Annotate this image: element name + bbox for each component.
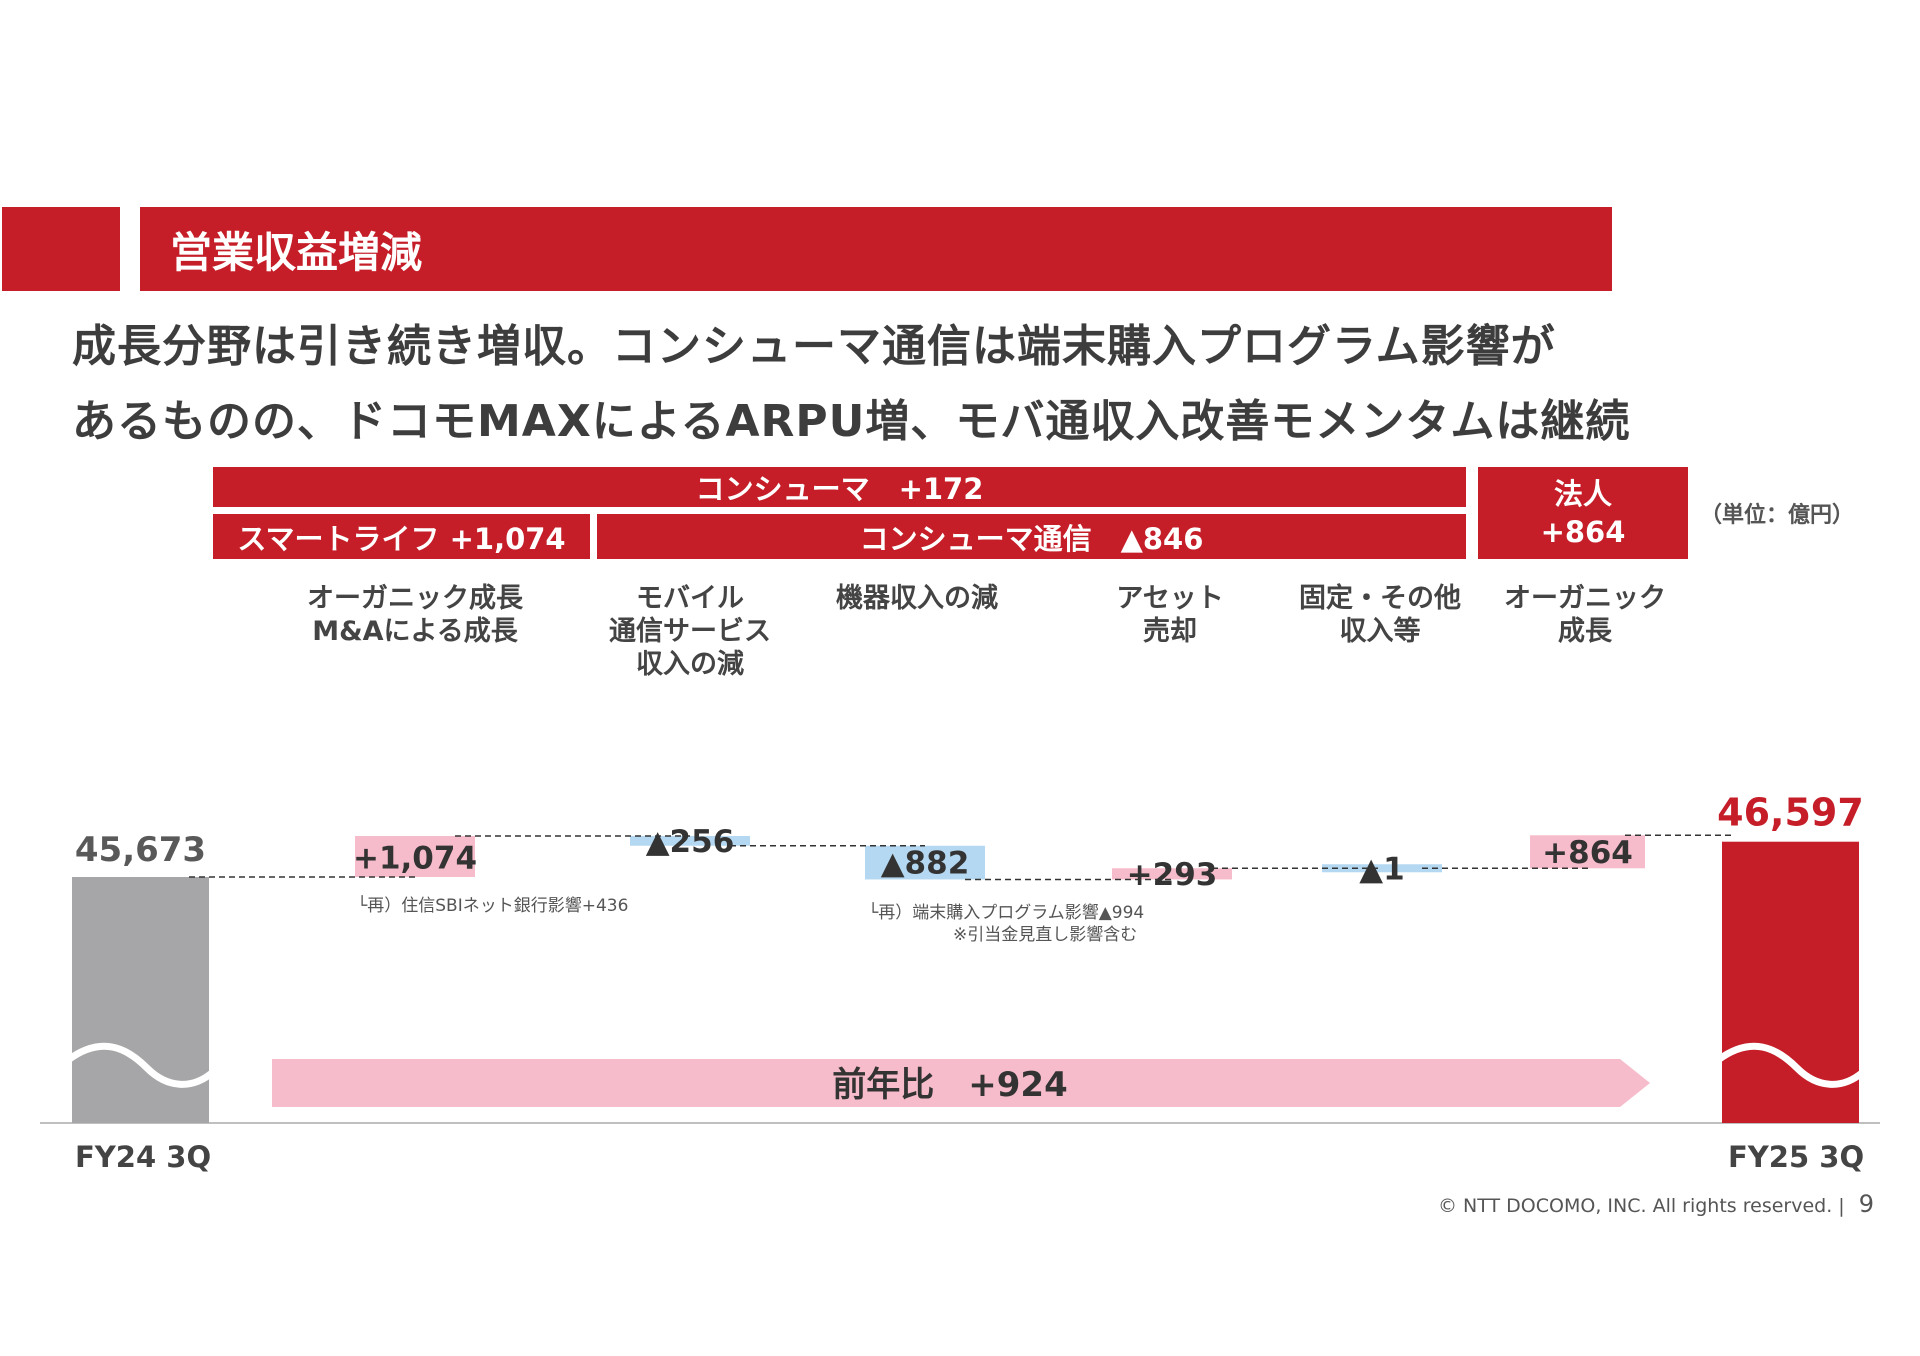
category-label-mobile-service: モバイル 通信サービス 収入の減 [609,582,771,681]
copyright-text: © NTT DOCOMO, INC. All rights reserved. … [1438,1195,1845,1217]
end-bar [1722,841,1859,1123]
end-bar-axis-break [1715,1042,1866,1088]
step-bar [865,845,985,880]
page-number: 9 [1858,1190,1874,1218]
start-value-label: 45,673 [75,830,206,870]
category-line: 機器収入の減 [836,583,998,614]
device-note-1: └再）端末購入プログラム影響▲994 [868,903,1145,923]
category-label-organic-growth: オーガニック成長 M&Aによる成長 [307,582,523,648]
category-line: オーガニック [1504,583,1666,614]
subtitle-line-2: あるものの、ドコモMAXによるARPU増、モバ通収入改善モメンタムは継続 [72,396,1631,447]
yoy-arrow [272,1059,1650,1107]
segment-corporate-value: +864 [1540,515,1626,549]
step-value-label: ▲882 [881,846,970,882]
category-line: モバイル [636,583,744,614]
end-value-label: 46,597 [1717,791,1864,835]
category-line: オーガニック成長 [307,583,523,614]
category-line: M&Aによる成長 [312,616,518,647]
category-label-device-revenue: 機器収入の減 [836,582,998,615]
category-label-asset-sale: アセット 売却 [1116,582,1223,648]
step-value-label: +293 [1127,857,1218,893]
category-label-corporate-organic: オーガニック 成長 [1504,582,1666,648]
segment-smartlife: スマートライフ +1,074 [213,514,590,559]
step-value-label: +1,074 [353,840,477,876]
step-value-label: ▲256 [646,824,735,860]
start-axis-label: FY24 3Q [75,1140,212,1174]
step-bar [1322,864,1442,873]
category-line: 通信サービス [609,616,771,647]
segment-corporate: 法人 +864 [1478,467,1688,559]
step-bar [630,835,750,846]
category-line: アセット [1116,583,1224,614]
segment-corporate-label: 法人 [1553,477,1612,511]
category-line: 収入の減 [636,649,744,680]
segment-consumer-comm: コンシューマ通信 ▲846 [597,514,1466,559]
category-line: 収入等 [1339,616,1421,647]
footer: © NTT DOCOMO, INC. All rights reserved. … [1438,1190,1874,1218]
unit-label: （単位：億円） [1700,503,1855,528]
step-bar [1112,868,1232,880]
yoy-arrow-label: 前年比 +924 [832,1065,1067,1105]
category-line: 売却 [1143,616,1197,647]
step-bar [355,835,475,877]
start-bar-axis-break [65,1042,216,1088]
subtitle-line-1: 成長分野は引き続き増収。コンシューマ通信は端末購入プログラム影響が [72,321,1556,372]
segment-consumer: コンシューマ +172 [213,467,1466,507]
step-bar [1530,835,1645,869]
end-axis-label: FY25 3Q [1728,1140,1865,1174]
step-value-label: ▲1 [1359,851,1404,887]
step-value-label: +864 [1542,835,1633,871]
category-line: 固定・その他 [1299,583,1461,614]
device-note-2: ※引当金見直し影響含む [953,925,1138,945]
title-bar: 営業収益増減 [140,207,1612,291]
title-accent-block [2,207,120,291]
smartlife-note: └再）住信SBIネット銀行影響+436 [357,896,629,916]
category-line: 成長 [1558,616,1612,647]
category-label-fixed-other: 固定・その他 収入等 [1299,582,1461,648]
page-title: 営業収益増減 [170,227,423,277]
